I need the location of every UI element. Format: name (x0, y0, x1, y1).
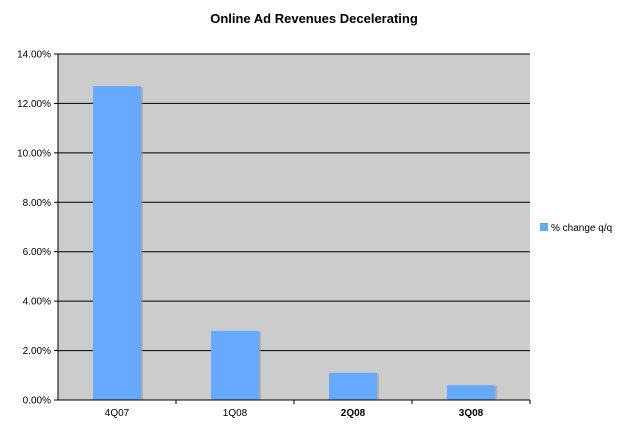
bar (211, 330, 259, 400)
y-tick-label: 4.00% (23, 297, 51, 308)
x-tick-label: 4Q07 (105, 408, 130, 419)
chart-title: Online Ad Revenues Decelerating (210, 11, 418, 26)
y-tick-label: 6.00% (23, 247, 51, 258)
x-tick-label: 1Q08 (223, 408, 248, 419)
y-tick-label: 14.00% (17, 50, 51, 61)
legend-label: % change q/q (551, 223, 612, 234)
y-tick-label: 0.00% (23, 396, 51, 407)
y-tick-label: 12.00% (17, 99, 51, 110)
y-tick-label: 8.00% (23, 198, 51, 209)
bar (329, 372, 377, 400)
y-tick-label: 2.00% (23, 346, 51, 357)
bars (93, 86, 497, 400)
y-tick-label: 10.00% (17, 148, 51, 159)
x-tick-label: 2Q08 (341, 408, 366, 419)
legend: % change q/q (540, 223, 612, 234)
legend-swatch (540, 223, 548, 231)
bar (93, 86, 141, 400)
axes: 0.00% 2.00% 4.00% 6.00% 8.00% 10.00% 12.00% 14.… (17, 50, 531, 419)
x-tick-label: 3Q08 (459, 408, 484, 419)
bar (447, 385, 495, 400)
